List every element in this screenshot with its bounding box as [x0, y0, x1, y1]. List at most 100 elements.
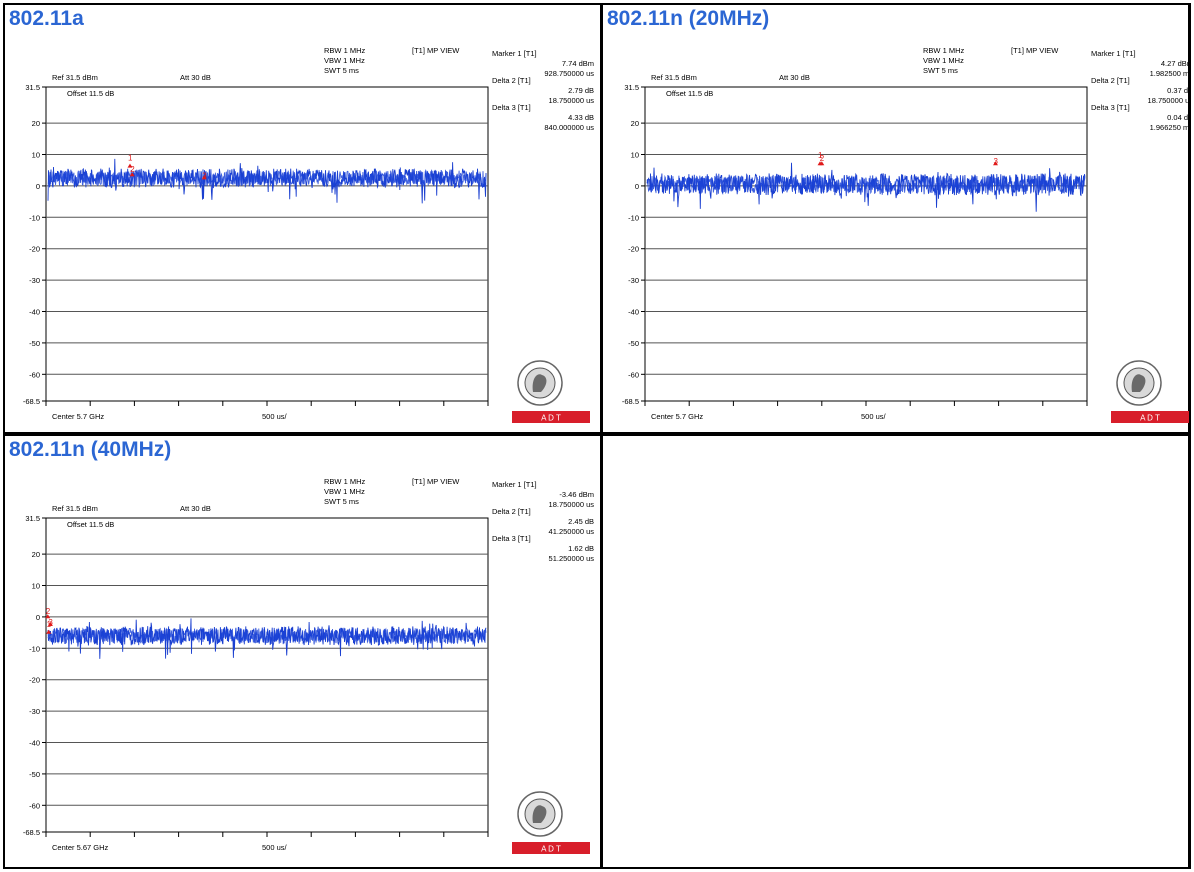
- marker-number-label: 1: [818, 151, 823, 160]
- offset-label: Offset 11.5 dB: [666, 89, 713, 98]
- marker-readout-position: 18.750000 us: [549, 500, 595, 509]
- trace-mode-label: [T1] MP VIEW: [1011, 46, 1059, 55]
- rbw-label: RBW 1 MHz: [923, 46, 965, 55]
- marker-readout-position: 41.250000 us: [549, 527, 595, 536]
- y-tick-label: -30: [29, 276, 40, 285]
- marker-readout-position: 840.000000 us: [544, 123, 594, 132]
- marker-number-label: 3: [48, 618, 53, 627]
- marker-readout-label: Delta 2 [T1]: [492, 76, 531, 85]
- marker-symbol: [201, 175, 207, 180]
- adt-logo-text: A D T: [541, 845, 561, 854]
- plot-frame: [45, 517, 489, 833]
- bureau-veritas-seal-figure: [532, 374, 547, 392]
- y-tick-label: -60: [29, 370, 40, 379]
- marker-symbol: [993, 161, 999, 166]
- y-tick-label: 20: [32, 119, 40, 128]
- marker-symbol: [129, 172, 135, 177]
- marker-readout-value: 0.04 dB: [1167, 113, 1189, 122]
- y-tick-label: 10: [32, 582, 40, 591]
- sweep-time-per-division-label: 500 us/: [262, 412, 288, 421]
- marker-readout-value: 2.79 dB: [568, 86, 594, 95]
- plot-frame: [45, 86, 489, 402]
- panel-title: 802.11n (20MHz): [607, 7, 770, 30]
- marker-number-label: 3: [202, 171, 207, 180]
- y-tick-label: 31.5: [624, 83, 639, 92]
- marker-readout-position: 1.982500 ms: [1150, 69, 1189, 78]
- marker-number-label: 2: [820, 154, 825, 163]
- marker-readout-position: 51.250000 us: [549, 554, 595, 563]
- y-tick-label: 10: [631, 151, 639, 160]
- marker-readout-position: 1.966250 ms: [1150, 123, 1189, 132]
- marker-readout-label: Marker 1 [T1]: [492, 480, 537, 489]
- marker-readout-label: Delta 3 [T1]: [1091, 103, 1130, 112]
- marker-number-label: 2: [46, 607, 51, 616]
- y-tick-label: -40: [628, 308, 639, 317]
- y-tick-label: -50: [29, 339, 40, 348]
- y-tick-label: -30: [29, 707, 40, 716]
- marker-readout-label: Marker 1 [T1]: [492, 49, 537, 58]
- measurement-trace-overlay: [47, 168, 487, 187]
- vbw-label: VBW 1 MHz: [923, 56, 964, 65]
- swt-label: SWT 5 ms: [324, 497, 359, 506]
- marker-readout-value: 7.74 dBm: [562, 59, 594, 68]
- y-tick-label: -40: [29, 739, 40, 748]
- measurement-trace-overlay: [646, 174, 1086, 195]
- y-tick-label: 0: [36, 613, 40, 622]
- trace-mode-label: [T1] MP VIEW: [412, 477, 460, 486]
- trace-mode-label: [T1] MP VIEW: [412, 46, 460, 55]
- y-tick-label: -20: [29, 676, 40, 685]
- y-tick-label: -50: [29, 770, 40, 779]
- marker-readout-label: Delta 2 [T1]: [1091, 76, 1130, 85]
- center-frequency-label: Center 5.67 GHz: [52, 843, 109, 852]
- bureau-veritas-seal-figure: [1131, 374, 1146, 392]
- y-tick-label: -60: [628, 370, 639, 379]
- marker-readout-value: -3.46 dBm: [559, 490, 594, 499]
- y-tick-label: 31.5: [25, 514, 40, 523]
- marker-readout-value: 0.37 dB: [1167, 86, 1189, 95]
- ref-level-label: Ref 31.5 dBm: [52, 504, 98, 513]
- marker-symbol: [46, 629, 52, 634]
- y-tick-label: -20: [628, 245, 639, 254]
- marker-readout-label: Marker 1 [T1]: [1091, 49, 1136, 58]
- attenuation-label: Att 30 dB: [779, 73, 810, 82]
- report-grid: 802.11a 802.11n (20MHz) 802.11n (40MHz): [3, 3, 1191, 869]
- y-tick-label: 31.5: [25, 83, 40, 92]
- y-tick-label: -10: [29, 213, 40, 222]
- spectrum-plot-802-11n-20mhz: RBW 1 MHz VBW 1 MHz SWT 5 ms [T1] MP VIEW Re…: [607, 39, 1189, 427]
- y-tick-label: -68.5: [23, 828, 40, 837]
- y-tick-label: -40: [29, 308, 40, 317]
- ref-level-label: Ref 31.5 dBm: [52, 73, 98, 82]
- panel-802-11a: 802.11a: [5, 5, 600, 432]
- panel-empty: [603, 436, 1188, 867]
- marker-symbol: [819, 161, 825, 166]
- marker-readout-value: 4.27 dBm: [1161, 59, 1189, 68]
- center-frequency-label: Center 5.7 GHz: [52, 412, 104, 421]
- marker-readout-label: Delta 3 [T1]: [492, 103, 531, 112]
- marker-readout-label: Delta 3 [T1]: [492, 534, 531, 543]
- marker-number-label: 2: [130, 165, 135, 174]
- swt-label: SWT 5 ms: [324, 66, 359, 75]
- ref-level-label: Ref 31.5 dBm: [651, 73, 697, 82]
- y-tick-label: -30: [628, 276, 639, 285]
- sweep-time-per-division-label: 500 us/: [262, 843, 288, 852]
- attenuation-label: Att 30 dB: [180, 73, 211, 82]
- adt-logo-band: [1111, 411, 1189, 423]
- adt-logo-text: A D T: [1140, 414, 1160, 423]
- y-tick-label: 0: [635, 182, 639, 191]
- y-tick-label: -50: [628, 339, 639, 348]
- marker-readout-value: 1.62 dB: [568, 544, 594, 553]
- rbw-label: RBW 1 MHz: [324, 477, 366, 486]
- y-tick-label: 20: [631, 119, 639, 128]
- rbw-label: RBW 1 MHz: [324, 46, 366, 55]
- offset-label: Offset 11.5 dB: [67, 89, 114, 98]
- spectrum-plot-802-11n-40mhz: RBW 1 MHz VBW 1 MHz SWT 5 ms [T1] MP VIEW Re…: [8, 470, 596, 862]
- marker-symbol: [127, 163, 133, 168]
- panel-802-11n-20mhz: 802.11n (20MHz): [603, 5, 1188, 432]
- vbw-label: VBW 1 MHz: [324, 487, 365, 496]
- marker-readout-value: 4.33 dB: [568, 113, 594, 122]
- vbw-label: VBW 1 MHz: [324, 56, 365, 65]
- y-tick-label: -20: [29, 245, 40, 254]
